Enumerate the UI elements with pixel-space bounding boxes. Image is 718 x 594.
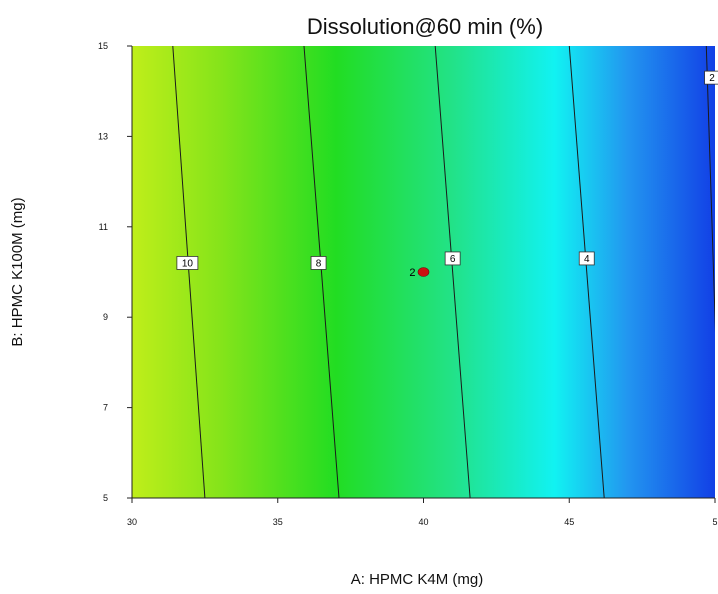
y-tick-label: 11 bbox=[99, 222, 108, 232]
y-axis-label: B: HPMC K100M (mg) bbox=[9, 197, 26, 346]
contour-label-box bbox=[704, 70, 718, 85]
contour-label: 4 bbox=[584, 254, 590, 265]
design-points: 2 bbox=[409, 267, 430, 279]
contour-label-box bbox=[176, 256, 199, 270]
x-axis-label: A: HPMC K4M (mg) bbox=[351, 571, 484, 588]
x-tick-label: 5 bbox=[712, 517, 717, 527]
contour-label: 6 bbox=[450, 254, 456, 265]
chart-title: Dissolution@60 min (%) bbox=[307, 14, 543, 39]
contour-label: 8 bbox=[316, 258, 322, 269]
contour-labels: 10 8 6 4 2 bbox=[176, 70, 718, 270]
contour-label: 10 bbox=[182, 258, 194, 269]
contour-line-4 bbox=[568, 46, 605, 498]
y-tick-label: 15 bbox=[98, 41, 108, 51]
contour-line-2 bbox=[705, 46, 715, 333]
contour-line-6 bbox=[434, 46, 471, 498]
contour-line-8 bbox=[303, 46, 340, 498]
y-tick-label: 7 bbox=[103, 403, 108, 413]
contour-label-box bbox=[310, 256, 327, 270]
contour-label-box bbox=[444, 251, 461, 266]
contour-line-10 bbox=[172, 46, 206, 498]
x-tick-label: 35 bbox=[273, 517, 283, 527]
contour-lines bbox=[172, 46, 715, 498]
y-axis-ticks: 5 7 9 11 13 15 bbox=[98, 41, 132, 503]
design-point-marker bbox=[417, 267, 430, 277]
x-axis-ticks: 30 35 40 45 5 bbox=[127, 498, 718, 527]
x-tick-label: 45 bbox=[564, 517, 574, 527]
contour-label-box bbox=[578, 251, 595, 266]
y-tick-label: 13 bbox=[98, 131, 108, 141]
y-tick-label: 9 bbox=[103, 312, 108, 322]
design-point-label: 2 bbox=[409, 267, 415, 279]
x-tick-label: 30 bbox=[127, 517, 137, 527]
x-tick-label: 40 bbox=[418, 517, 428, 527]
contour-label: 2 bbox=[709, 73, 715, 84]
y-tick-label: 5 bbox=[103, 493, 108, 503]
